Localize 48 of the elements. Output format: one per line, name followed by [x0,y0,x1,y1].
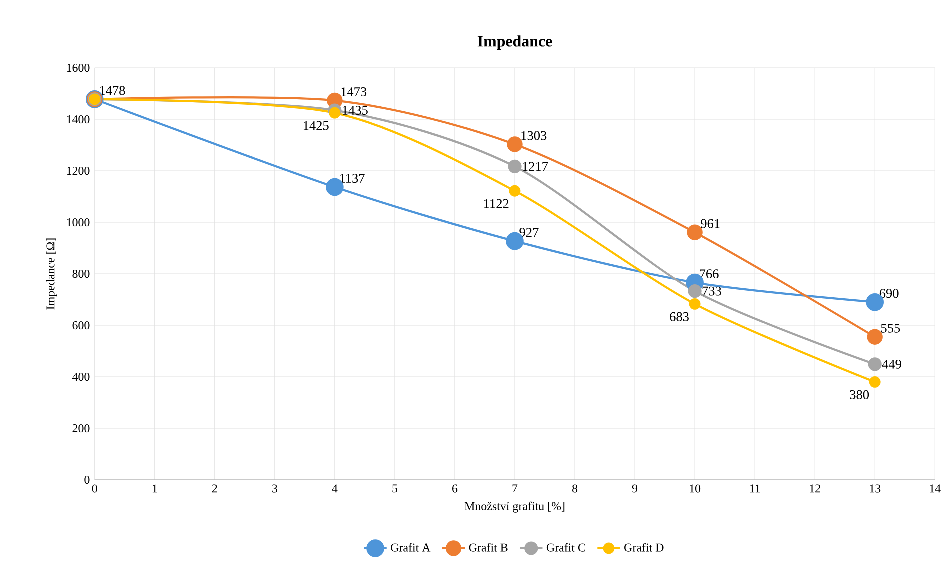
x-tick-label: 10 [690,484,701,493]
y-tick-label: 1600 [67,64,90,72]
data-label: 1303 [522,131,547,140]
x-tick-label: 2 [212,484,218,493]
legend-label: Grafit D [624,543,664,552]
data-label: 766 [700,270,719,279]
x-tick-label: 8 [572,484,578,493]
x-tick-label: 11 [750,484,760,493]
data-label: 555 [881,324,900,333]
data-label: 1478 [100,86,126,96]
data-label: 1137 [340,174,365,184]
x-tick-label: 12 [810,484,820,493]
y-tick-label: 1200 [67,167,90,176]
legend-label: Grafit A [391,543,431,552]
y-tick-label: 0 [84,476,90,484]
x-tick-label: 4 [332,484,338,493]
y-tick-label: 200 [72,424,90,433]
x-tick-label: 5 [392,484,398,493]
y-axis-title: Impedance [Ω] [46,238,58,310]
y-tick-label: 400 [72,373,90,382]
y-tick-label: 1000 [67,218,90,227]
data-label: 927 [520,228,539,238]
x-tick-label: 3 [272,484,278,493]
x-axis-title: Množství grafitu [%] [464,502,565,513]
legend-label: Grafit C [546,543,586,552]
data-label: 1122 [484,199,509,208]
data-label: 1435 [343,106,368,116]
data-label: 961 [701,219,720,228]
x-tick-label: 0 [92,484,98,493]
data-label: 690 [880,289,899,298]
y-tick-label: 800 [72,270,90,278]
legend-label: Grafit B [469,543,508,552]
y-tick-label: 1400 [67,116,90,124]
x-tick-label: 9 [632,484,638,493]
data-label: 1217 [523,162,548,172]
y-tick-label: 600 [72,322,90,330]
x-tick-label: 13 [870,484,881,493]
x-tick-label: 1 [152,484,158,493]
x-tick-label: 14 [930,484,941,493]
data-label: 380 [850,390,870,400]
x-tick-label: 6 [452,484,458,493]
chart-title: Impedance [478,36,552,50]
data-label: 449 [882,360,902,369]
x-tick-label: 7 [512,484,518,493]
data-label: 1425 [304,121,329,130]
data-label: 1473 [342,88,367,97]
data-label: 733 [702,286,722,296]
data-label: 683 [670,312,689,322]
